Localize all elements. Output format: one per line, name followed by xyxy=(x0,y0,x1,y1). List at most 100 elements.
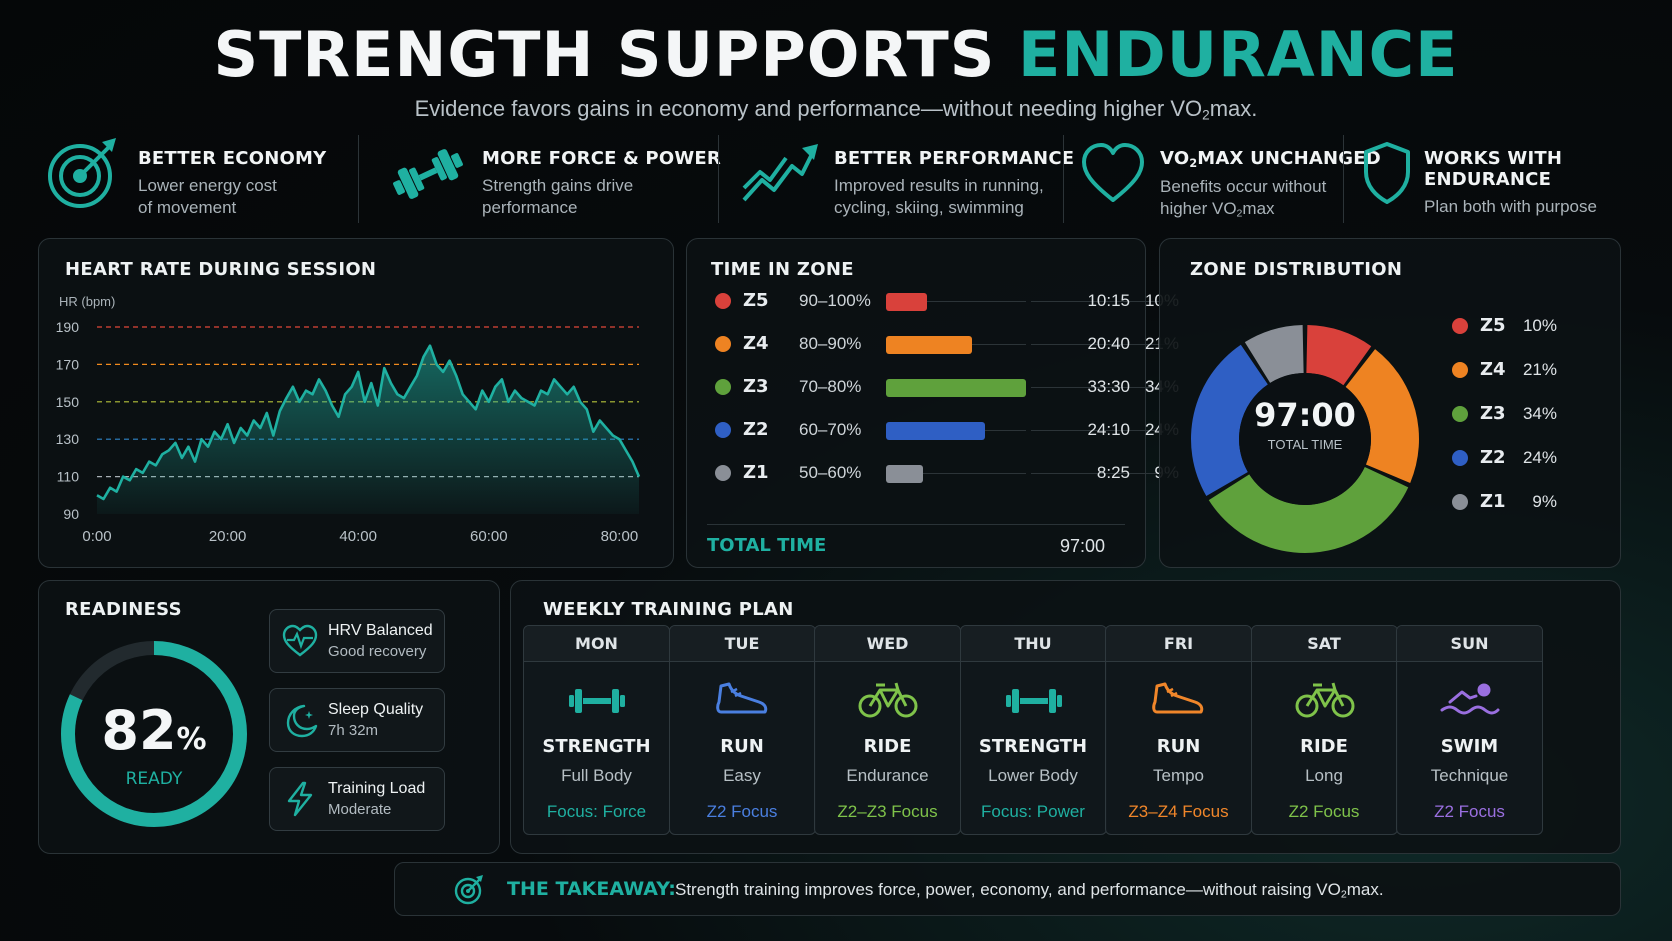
shoe-icon xyxy=(1152,682,1204,714)
subtitle-end: max. xyxy=(1209,96,1258,121)
workout-detail: Lower Body xyxy=(988,766,1078,785)
panel-title: HEART RATE DURING SESSION xyxy=(65,259,377,280)
target-icon xyxy=(48,138,116,208)
workout-type: RIDE xyxy=(863,736,912,757)
donut-hole xyxy=(1239,373,1371,505)
x-tick-label: 80:00 xyxy=(601,528,639,545)
day-card-wed: WED RIDE Endurance Z2–Z3 Focus xyxy=(814,625,961,835)
day-card-fri: FRI RUN Tempo Z3–Z4 Focus xyxy=(1105,625,1252,835)
card-sub: Moderate xyxy=(328,801,392,818)
legend-pct: 24% xyxy=(1522,448,1557,467)
zone-range: 70–80% xyxy=(799,377,862,396)
workout-detail: Long xyxy=(1305,766,1343,785)
zone-track xyxy=(1031,344,1173,345)
bike-icon xyxy=(858,682,918,718)
feature-title-b: MAX UNCHANGED xyxy=(1197,148,1381,169)
target-icon xyxy=(454,875,483,905)
zone-distribution-panel: ZONE DISTRIBUTION 97:00 TOTAL TIME Z5 10%… xyxy=(1159,238,1621,568)
zone-track xyxy=(886,473,1026,474)
workout-focus: Z2 Focus xyxy=(1288,802,1360,821)
divider xyxy=(707,524,1125,525)
feature-better-economy: BETTER ECONOMY Lower energy cost of move… xyxy=(44,134,326,224)
workout-type: RUN xyxy=(1156,736,1201,757)
takeaway-end: max. xyxy=(1346,880,1384,899)
zone-track xyxy=(886,301,1026,302)
zone-bar xyxy=(886,336,972,354)
legend-zone: Z5 xyxy=(1480,315,1506,336)
page-title: STRENGTH SUPPORTS ENDURANCE xyxy=(0,18,1672,91)
zone-dot xyxy=(715,379,731,395)
zone-track xyxy=(1031,430,1173,431)
moon-icon xyxy=(286,704,318,738)
legend-pct: 10% xyxy=(1522,316,1557,335)
donut-slice-z3 xyxy=(1208,466,1409,553)
zone-dot xyxy=(715,336,731,352)
day-name: SAT xyxy=(1251,626,1397,662)
zone-bar xyxy=(886,465,923,483)
y-tick-label: 110 xyxy=(57,469,80,485)
feature-title: MORE FORCE & POWER xyxy=(482,148,721,169)
zone-track xyxy=(1031,301,1173,302)
legend-zone: Z1 xyxy=(1480,491,1506,512)
heart-rate-panel: HEART RATE DURING SESSION HR (bpm) 90 110… xyxy=(38,238,674,568)
y-tick-label: 90 xyxy=(63,506,79,522)
subtitle-text: Evidence favors gains in economy and per… xyxy=(414,96,1203,121)
heart-icon xyxy=(1082,143,1144,202)
x-tick-label: 20:00 xyxy=(209,528,247,545)
legend-item-z4: Z4 21% xyxy=(1452,355,1562,385)
panel-title: TIME IN ZONE xyxy=(711,259,854,280)
day-card-sat: SAT RIDE Long Z2 Focus xyxy=(1250,625,1398,835)
swim-icon xyxy=(1440,683,1500,715)
feature-line2-b: max xyxy=(1242,198,1275,218)
zone-donut-chart xyxy=(1191,325,1419,553)
donut-slice-z4 xyxy=(1345,349,1419,483)
feature-divider xyxy=(358,135,359,223)
feature-title-sub: 2 xyxy=(1189,156,1198,170)
dumbbell-icon xyxy=(393,149,463,199)
readiness-card-sleep: Sleep Quality 7h 32m xyxy=(269,688,445,752)
legend-pct: 9% xyxy=(1532,492,1557,511)
card-title: Training Load xyxy=(328,780,426,797)
workout-type: STRENGTH xyxy=(978,736,1088,757)
readiness-gauge xyxy=(61,641,247,827)
zone-track xyxy=(1031,387,1173,388)
takeaway-sub: 2 xyxy=(1340,888,1347,901)
takeaway-main: Strength training improves force, power,… xyxy=(675,880,1341,899)
zone-dot xyxy=(715,293,731,309)
feature-line2-a: higher VO xyxy=(1160,198,1237,218)
bike-icon xyxy=(1295,682,1354,718)
feature-line1: Lower energy cost xyxy=(138,176,277,195)
workout-focus: Z2 Focus xyxy=(1434,802,1505,821)
legend-pct: 34% xyxy=(1522,404,1557,423)
card-sub: 7h 32m xyxy=(328,722,379,739)
feature-works-with-endurance: WORKS WITH ENDURANCE Plan both with purp… xyxy=(1360,134,1672,224)
total-time-value: 97:00 xyxy=(1059,536,1105,556)
legend-dot xyxy=(1452,318,1468,334)
zone-name: Z4 xyxy=(743,333,769,354)
subtitle-sub: 2 xyxy=(1202,107,1210,123)
x-tick-label: 0:00 xyxy=(82,528,111,545)
feature-line1: Plan both with purpose xyxy=(1424,197,1597,216)
dumbbell-icon xyxy=(1005,689,1062,713)
zone-time: 8:25 xyxy=(1096,463,1130,482)
feature-title: WORKS WITH ENDURANCE xyxy=(1424,148,1563,190)
zone-name: Z5 xyxy=(743,290,769,311)
feature-line1: Improved results in running, xyxy=(834,176,1044,195)
zone-range: 50–60% xyxy=(799,463,862,482)
legend-zone: Z4 xyxy=(1480,359,1506,380)
zone-dot xyxy=(715,422,731,438)
workout-detail: Technique xyxy=(1430,766,1509,785)
lightning-icon xyxy=(287,781,313,817)
time-in-zone-panel: TIME IN ZONE Z590–100%10:1510%Z480–90%20… xyxy=(686,238,1179,568)
y-tick-label: 130 xyxy=(56,431,80,447)
feature-title: BETTER ECONOMY xyxy=(138,148,327,169)
title-main: STRENGTH SUPPORTS xyxy=(213,18,996,91)
legend-dot xyxy=(1452,406,1468,422)
readiness-value: 82 xyxy=(101,699,177,762)
workout-detail: Tempo xyxy=(1152,766,1205,785)
zone-range: 90–100% xyxy=(799,291,871,310)
legend-zone: Z3 xyxy=(1480,403,1506,424)
